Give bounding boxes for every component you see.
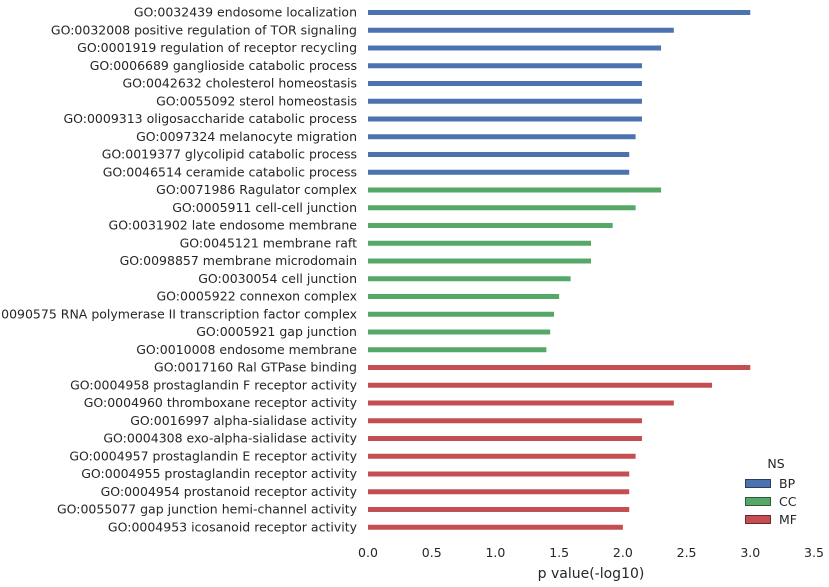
bar-6 — [368, 98, 642, 104]
category-label: GO:0005922 connexon complex — [156, 289, 357, 304]
bar-5 — [368, 81, 642, 86]
category-label: GO:0004960 thromboxane receptor activity — [84, 395, 358, 410]
bar-1 — [368, 10, 751, 15]
category-label: GO:0005921 gap junction — [196, 324, 357, 339]
category-labels-group: GO:0032439 endosome localization GO:00320… — [0, 5, 358, 535]
category-label: GO:0005911 cell-cell junction — [172, 200, 357, 215]
category-label: GO:0055092 sterol homeostasis — [156, 93, 357, 108]
bar-24 — [368, 418, 642, 424]
legend-label-cc: CC — [779, 493, 797, 509]
bar-22 — [368, 382, 713, 388]
bar-9 — [368, 152, 630, 157]
x-tick-label: 0.0 — [358, 545, 378, 560]
legend-item-cc: CC — [745, 492, 829, 510]
x-tick-label: 1.0 — [485, 545, 505, 560]
bar-18 — [368, 311, 555, 317]
category-label: GO:0071986 Ragulator complex — [156, 182, 357, 197]
x-tick-labels-group: 0.0 0.5 1.0 1.5 2.0 2.5 3.0 3.5 — [358, 545, 824, 560]
category-label: GO:0032439 endosome localization — [134, 5, 357, 20]
x-axis-label: p value(-log10) — [538, 566, 645, 582]
category-label: GO:0004954 prostanoid receptor activity — [101, 484, 358, 499]
bar-29 — [368, 507, 630, 512]
bar-30 — [368, 524, 623, 530]
legend-item-bp: BP — [745, 474, 829, 492]
legend-label-mf: MF — [779, 511, 797, 527]
bar-23 — [368, 400, 674, 406]
category-label: GO:0004958 prostaglandin F receptor acti… — [70, 377, 358, 392]
legend-swatch-cc — [745, 496, 771, 506]
bar-19 — [368, 329, 551, 335]
x-tick-label: 1.5 — [549, 545, 569, 560]
category-label: GO:0055077 gap junction hemi-channel act… — [57, 502, 358, 517]
bar-10 — [368, 169, 630, 175]
legend-label-bp: BP — [779, 475, 796, 491]
bar-8 — [368, 134, 636, 140]
category-label: GO:0097324 melanocyte migration — [136, 129, 357, 144]
bar-27 — [368, 471, 630, 477]
category-label: GO:0045121 membrane raft — [180, 235, 358, 250]
category-label: GO:0004957 prostaglandin E receptor acti… — [69, 448, 357, 463]
x-tick-label: 3.5 — [804, 545, 824, 560]
bar-20 — [368, 347, 547, 353]
bar-2 — [368, 27, 674, 33]
bar-12 — [368, 205, 636, 211]
bars-group — [368, 10, 751, 530]
category-label: GO:0098857 membrane microdomain — [120, 253, 357, 268]
bar-7 — [368, 116, 642, 122]
x-tick-label: 3.0 — [740, 545, 760, 560]
category-label: GO:0031902 late endosome membrane — [109, 218, 358, 233]
bar-28 — [368, 489, 630, 495]
category-label: GO:0006689 ganglioside catabolic process — [90, 58, 357, 73]
bar-13 — [368, 223, 613, 228]
legend: NS BP CC MF — [745, 456, 829, 528]
legend-title: NS — [767, 456, 785, 471]
x-tick-label: 2.0 — [613, 545, 633, 560]
category-label: GO:0046514 ceramide catabolic process — [103, 164, 357, 179]
legend-swatch-mf — [745, 514, 771, 524]
category-label: GO:0017160 Ral GTPase binding — [154, 360, 357, 375]
bar-15 — [368, 258, 591, 264]
x-tick-label: 2.5 — [677, 545, 697, 560]
bar-16 — [368, 276, 571, 282]
category-label: GO:0004308 exo-alpha-sialidase activity — [103, 431, 357, 446]
category-label: GO:0090575 RNA polymerase II transcripti… — [0, 306, 357, 321]
bar-17 — [368, 294, 560, 299]
category-label: GO:0001919 regulation of receptor recycl… — [77, 40, 357, 55]
category-label: GO:0004953 icosanoid receptor activity — [108, 519, 358, 534]
legend-item-mf: MF — [745, 510, 829, 528]
category-label: GO:0009313 oligosaccharide catabolic pro… — [63, 111, 357, 126]
bar-14 — [368, 240, 591, 246]
legend-swatch-bp — [745, 478, 771, 488]
bar-11 — [368, 187, 662, 193]
category-label: GO:0042632 cholesterol homeostasis — [123, 76, 358, 91]
bar-26 — [368, 453, 636, 459]
x-tick-label: 0.5 — [422, 545, 442, 560]
bar-3 — [368, 45, 662, 51]
bar-4 — [368, 63, 642, 69]
category-label: GO:0032008 positive regulation of TOR si… — [51, 22, 357, 37]
category-label: GO:0030054 cell junction — [198, 271, 357, 286]
category-label: GO:0010008 endosome membrane — [136, 342, 357, 357]
category-label: GO:0016997 alpha-sialidase activity — [130, 413, 357, 428]
bar-25 — [368, 436, 642, 441]
category-label: GO:0019377 glycolipid catabolic process — [102, 147, 357, 162]
bar-21 — [368, 365, 751, 370]
category-label: GO:0004955 prostaglandin receptor activi… — [81, 466, 357, 481]
